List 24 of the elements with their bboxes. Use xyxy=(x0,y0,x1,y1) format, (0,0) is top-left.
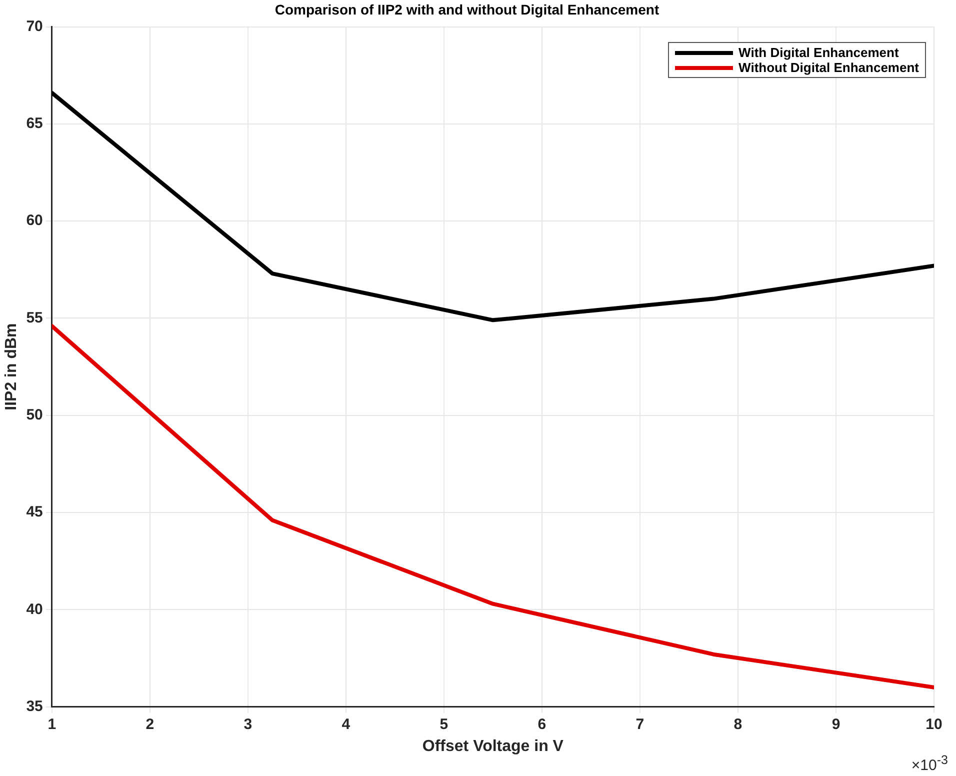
x-tick-label: 7 xyxy=(636,716,644,733)
x-tick-label: 9 xyxy=(832,716,840,733)
text: ×10$^{-3}$ xyxy=(911,753,948,774)
y-tick-label: 55 xyxy=(26,309,43,326)
x-tick-label: 8 xyxy=(734,716,742,733)
y-tick-label: 45 xyxy=(26,504,43,521)
legend-label: With Digital Enhancement xyxy=(738,45,899,60)
chart-title: Comparison of IIP2 with and without Digital Enhancement xyxy=(274,1,660,18)
x-tick-label: 10 xyxy=(926,716,942,733)
x-tick-label: 6 xyxy=(538,716,546,733)
x-tick-label: 2 xyxy=(146,716,154,733)
x-tick-label: 3 xyxy=(244,716,252,733)
y-tick-label: 70 xyxy=(26,18,43,35)
x-tick-label: 5 xyxy=(440,716,448,733)
x-axis-title: Offset Voltage in V xyxy=(422,738,564,755)
legend-label: Without Digital Enhancement xyxy=(738,60,919,75)
x-tick-label: 1 xyxy=(48,716,56,733)
y-tick-label: 40 xyxy=(26,600,43,618)
y-tick-label: 65 xyxy=(26,115,43,132)
y-tick-label: 50 xyxy=(26,406,43,424)
y-tick-label: 60 xyxy=(26,212,43,230)
x-tick-label: 4 xyxy=(342,716,351,733)
y-axis-title: IIP2 in dBm xyxy=(3,323,20,410)
y-tick-label: 35 xyxy=(26,698,43,715)
